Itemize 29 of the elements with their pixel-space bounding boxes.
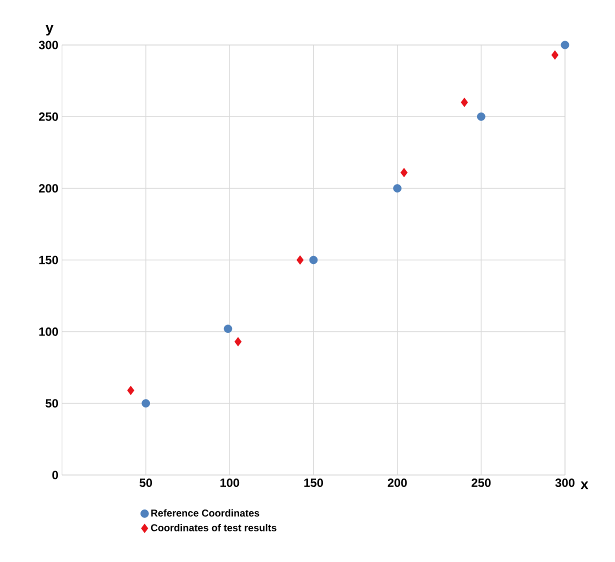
legend-label: Reference Coordinates — [151, 509, 260, 517]
point — [142, 399, 150, 408]
x-axis-title: x — [580, 482, 588, 490]
y-axis-title: y — [46, 24, 54, 36]
x-tick-label: 300 — [555, 478, 574, 488]
x-tick-label: 250 — [472, 478, 491, 487]
point — [127, 386, 134, 396]
point — [476, 112, 486, 121]
x-tick-label: 50 — [140, 478, 152, 487]
point — [224, 324, 232, 333]
y-tick-label: 100 — [39, 327, 58, 336]
y-tick-label: 250 — [38, 112, 58, 121]
y-tick-label: 50 — [46, 399, 58, 408]
x-tick-label: 200 — [388, 478, 407, 487]
y-tick-label: 200 — [38, 184, 58, 193]
y-tick-label: 0 — [52, 470, 58, 480]
point — [400, 168, 408, 178]
point — [309, 256, 318, 264]
point — [560, 40, 570, 50]
point — [234, 337, 242, 346]
y-tick-label: 300 — [38, 40, 58, 50]
point — [393, 184, 402, 193]
point — [551, 50, 559, 60]
x-tick-label: 150 — [304, 478, 323, 487]
point — [460, 98, 468, 108]
point — [296, 255, 304, 265]
y-tick-label: 150 — [39, 256, 58, 264]
x-tick-label: 100 — [220, 478, 240, 487]
legend-label: Coordinates of test results — [151, 524, 276, 532]
